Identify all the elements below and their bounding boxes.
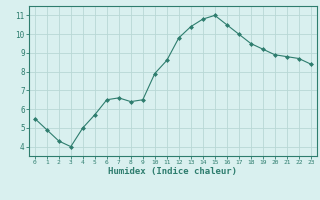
X-axis label: Humidex (Indice chaleur): Humidex (Indice chaleur) [108, 167, 237, 176]
